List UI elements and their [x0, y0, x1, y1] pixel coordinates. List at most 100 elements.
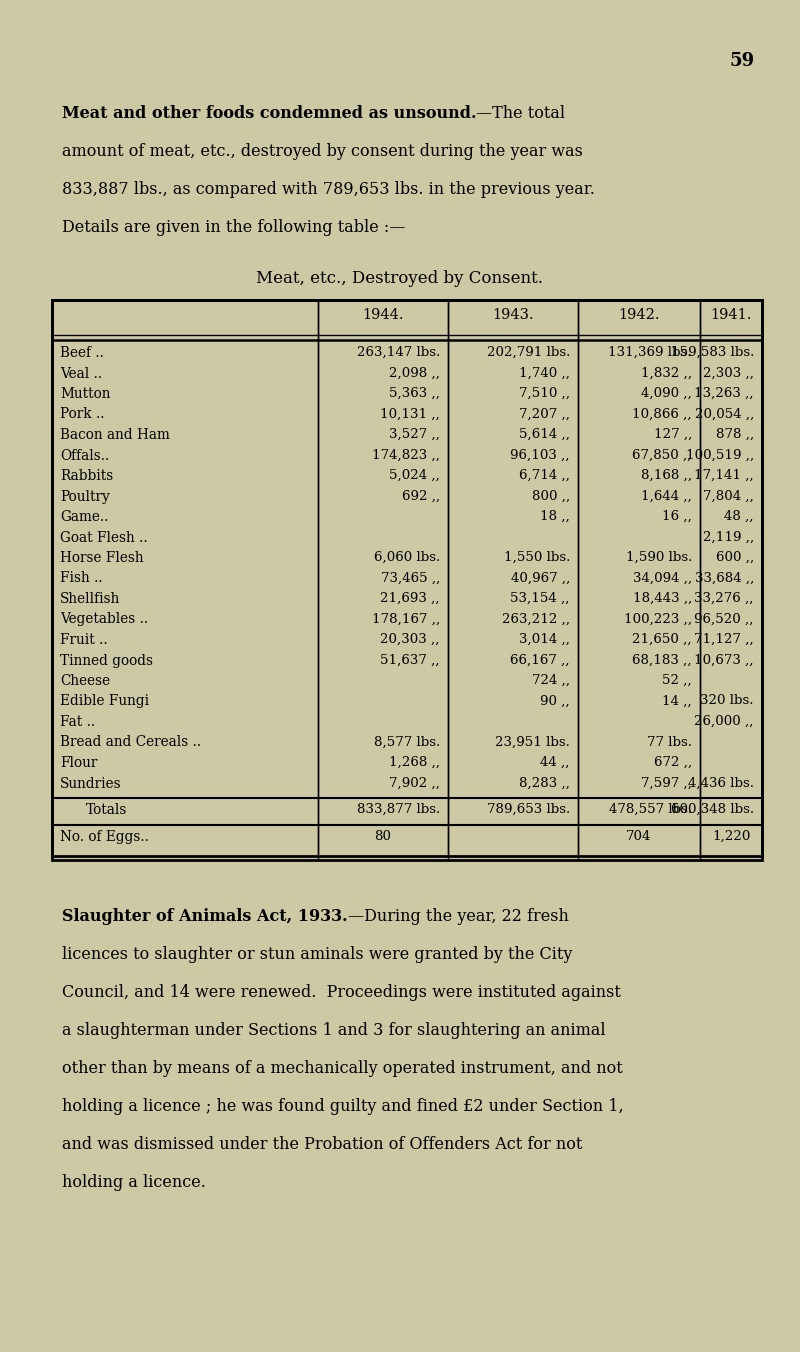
- Text: 18,443 ,,: 18,443 ,,: [633, 592, 692, 604]
- Text: Poultry: Poultry: [60, 489, 110, 503]
- Text: 878 ,,: 878 ,,: [716, 429, 754, 441]
- Text: 1,740 ,,: 1,740 ,,: [519, 366, 570, 380]
- Text: 7,902 ,,: 7,902 ,,: [389, 776, 440, 790]
- Text: Council, and 14 were renewed.  Proceedings were instituted against: Council, and 14 were renewed. Proceeding…: [62, 984, 621, 1000]
- Bar: [52, 300, 762, 860]
- Text: 17,141 ,,: 17,141 ,,: [694, 469, 754, 483]
- Text: 90 ,,: 90 ,,: [540, 695, 570, 707]
- Text: 34,094 ,,: 34,094 ,,: [633, 572, 692, 584]
- Text: 131,369 lbs.: 131,369 lbs.: [609, 346, 692, 360]
- Text: 724 ,,: 724 ,,: [532, 675, 570, 687]
- Bar: [52, 300, 762, 856]
- Text: 178,167 ,,: 178,167 ,,: [372, 612, 440, 626]
- Text: 96,103 ,,: 96,103 ,,: [510, 449, 570, 461]
- Text: Totals: Totals: [86, 803, 128, 817]
- Text: 6,714 ,,: 6,714 ,,: [519, 469, 570, 483]
- Text: —The total: —The total: [477, 105, 566, 122]
- Text: Pork ..: Pork ..: [60, 407, 105, 422]
- Text: 80: 80: [374, 830, 391, 844]
- Text: other than by means of a mechanically operated instrument, and not: other than by means of a mechanically op…: [62, 1060, 622, 1078]
- Text: holding a licence.: holding a licence.: [62, 1174, 206, 1191]
- Text: 320 lbs.: 320 lbs.: [701, 695, 754, 707]
- Text: 263,212 ,,: 263,212 ,,: [502, 612, 570, 626]
- Text: Vegetables ..: Vegetables ..: [60, 612, 148, 626]
- Text: holding a licence ; he was found guilty and fined £2 under Section 1,: holding a licence ; he was found guilty …: [62, 1098, 624, 1115]
- Text: 18 ,,: 18 ,,: [540, 510, 570, 523]
- Text: 1,268 ,,: 1,268 ,,: [389, 756, 440, 769]
- Text: 159,583 lbs.: 159,583 lbs.: [670, 346, 754, 360]
- Text: 1,644 ,,: 1,644 ,,: [641, 489, 692, 503]
- Text: 20,054 ,,: 20,054 ,,: [694, 407, 754, 420]
- Text: Mutton: Mutton: [60, 387, 110, 402]
- Text: 21,650 ,,: 21,650 ,,: [632, 633, 692, 646]
- Text: 5,024 ,,: 5,024 ,,: [389, 469, 440, 483]
- Text: 7,510 ,,: 7,510 ,,: [519, 387, 570, 400]
- Text: 1941.: 1941.: [710, 308, 752, 322]
- Text: 26,000 ,,: 26,000 ,,: [694, 715, 754, 727]
- Text: 2,098 ,,: 2,098 ,,: [389, 366, 440, 380]
- Text: 59: 59: [730, 51, 755, 70]
- Text: 1944.: 1944.: [362, 308, 404, 322]
- Text: 5,363 ,,: 5,363 ,,: [389, 387, 440, 400]
- Text: Fruit ..: Fruit ..: [60, 633, 108, 648]
- Text: 10,673 ,,: 10,673 ,,: [694, 653, 754, 667]
- Text: 704: 704: [626, 830, 652, 844]
- Text: 13,263 ,,: 13,263 ,,: [694, 387, 754, 400]
- Text: 127 ,,: 127 ,,: [654, 429, 692, 441]
- Text: 1,832 ,,: 1,832 ,,: [641, 366, 692, 380]
- Text: 8,577 lbs.: 8,577 lbs.: [374, 735, 440, 749]
- Text: 48 ,,: 48 ,,: [724, 510, 754, 523]
- Text: 71,127 ,,: 71,127 ,,: [694, 633, 754, 646]
- Text: 10,866 ,,: 10,866 ,,: [632, 407, 692, 420]
- Text: Flour: Flour: [60, 756, 98, 771]
- Text: Details are given in the following table :—: Details are given in the following table…: [62, 219, 406, 237]
- Text: 1942.: 1942.: [618, 308, 660, 322]
- Text: 672 ,,: 672 ,,: [654, 756, 692, 769]
- Text: Fat ..: Fat ..: [60, 715, 95, 729]
- Text: 4,090 ,,: 4,090 ,,: [641, 387, 692, 400]
- Text: 1,550 lbs.: 1,550 lbs.: [504, 552, 570, 564]
- Text: 7,207 ,,: 7,207 ,,: [519, 407, 570, 420]
- Text: Meat, etc., Destroyed by Consent.: Meat, etc., Destroyed by Consent.: [257, 270, 543, 287]
- Text: 1943.: 1943.: [492, 308, 534, 322]
- Text: Slaughter of Animals Act, 1933.: Slaughter of Animals Act, 1933.: [62, 909, 348, 925]
- Text: —During the year, 22 fresh: —During the year, 22 fresh: [348, 909, 569, 925]
- Text: 66,167 ,,: 66,167 ,,: [510, 653, 570, 667]
- Text: 73,465 ,,: 73,465 ,,: [381, 572, 440, 584]
- Text: 20,303 ,,: 20,303 ,,: [381, 633, 440, 646]
- Text: 692 ,,: 692 ,,: [402, 489, 440, 503]
- Text: Tinned goods: Tinned goods: [60, 653, 153, 668]
- Text: 10,131 ,,: 10,131 ,,: [380, 407, 440, 420]
- Text: 6,060 lbs.: 6,060 lbs.: [374, 552, 440, 564]
- Text: Game..: Game..: [60, 510, 108, 525]
- Text: Offals..: Offals..: [60, 449, 110, 462]
- Text: licences to slaughter or stun aminals were granted by the City: licences to slaughter or stun aminals we…: [62, 946, 572, 963]
- Text: Goat Flesh ..: Goat Flesh ..: [60, 530, 148, 545]
- Text: 600,348 lbs.: 600,348 lbs.: [671, 803, 754, 817]
- Text: 2,303 ,,: 2,303 ,,: [703, 366, 754, 380]
- Text: and was dismissed under the Probation of Offenders Act for not: and was dismissed under the Probation of…: [62, 1136, 582, 1153]
- Text: 96,520 ,,: 96,520 ,,: [694, 612, 754, 626]
- Text: 789,653 lbs.: 789,653 lbs.: [486, 803, 570, 817]
- Text: 833,887 lbs., as compared with 789,653 lbs. in the previous year.: 833,887 lbs., as compared with 789,653 l…: [62, 181, 595, 197]
- Text: a slaughterman under Sections 1 and 3 for slaughtering an animal: a slaughterman under Sections 1 and 3 fo…: [62, 1022, 606, 1038]
- Text: 7,597 ,,: 7,597 ,,: [641, 776, 692, 790]
- Text: 100,519 ,,: 100,519 ,,: [686, 449, 754, 461]
- Text: 600 ,,: 600 ,,: [716, 552, 754, 564]
- Text: Fish ..: Fish ..: [60, 572, 102, 585]
- Text: 53,154 ,,: 53,154 ,,: [510, 592, 570, 604]
- Text: 100,223 ,,: 100,223 ,,: [624, 612, 692, 626]
- Text: 44 ,,: 44 ,,: [541, 756, 570, 769]
- Text: Meat and other foods condemned as unsound.: Meat and other foods condemned as unsoun…: [62, 105, 477, 122]
- Text: amount of meat, etc., destroyed by consent during the year was: amount of meat, etc., destroyed by conse…: [62, 143, 583, 160]
- Text: 478,557 lbs.: 478,557 lbs.: [609, 803, 692, 817]
- Text: 3,014 ,,: 3,014 ,,: [519, 633, 570, 646]
- Text: 33,276 ,,: 33,276 ,,: [694, 592, 754, 604]
- Text: 23,951 lbs.: 23,951 lbs.: [495, 735, 570, 749]
- Text: Sundries: Sundries: [60, 776, 122, 791]
- Text: 1,590 lbs.: 1,590 lbs.: [626, 552, 692, 564]
- Text: 174,823 ,,: 174,823 ,,: [372, 449, 440, 461]
- Text: Rabbits: Rabbits: [60, 469, 114, 483]
- Text: 263,147 lbs.: 263,147 lbs.: [357, 346, 440, 360]
- Text: 8,283 ,,: 8,283 ,,: [519, 776, 570, 790]
